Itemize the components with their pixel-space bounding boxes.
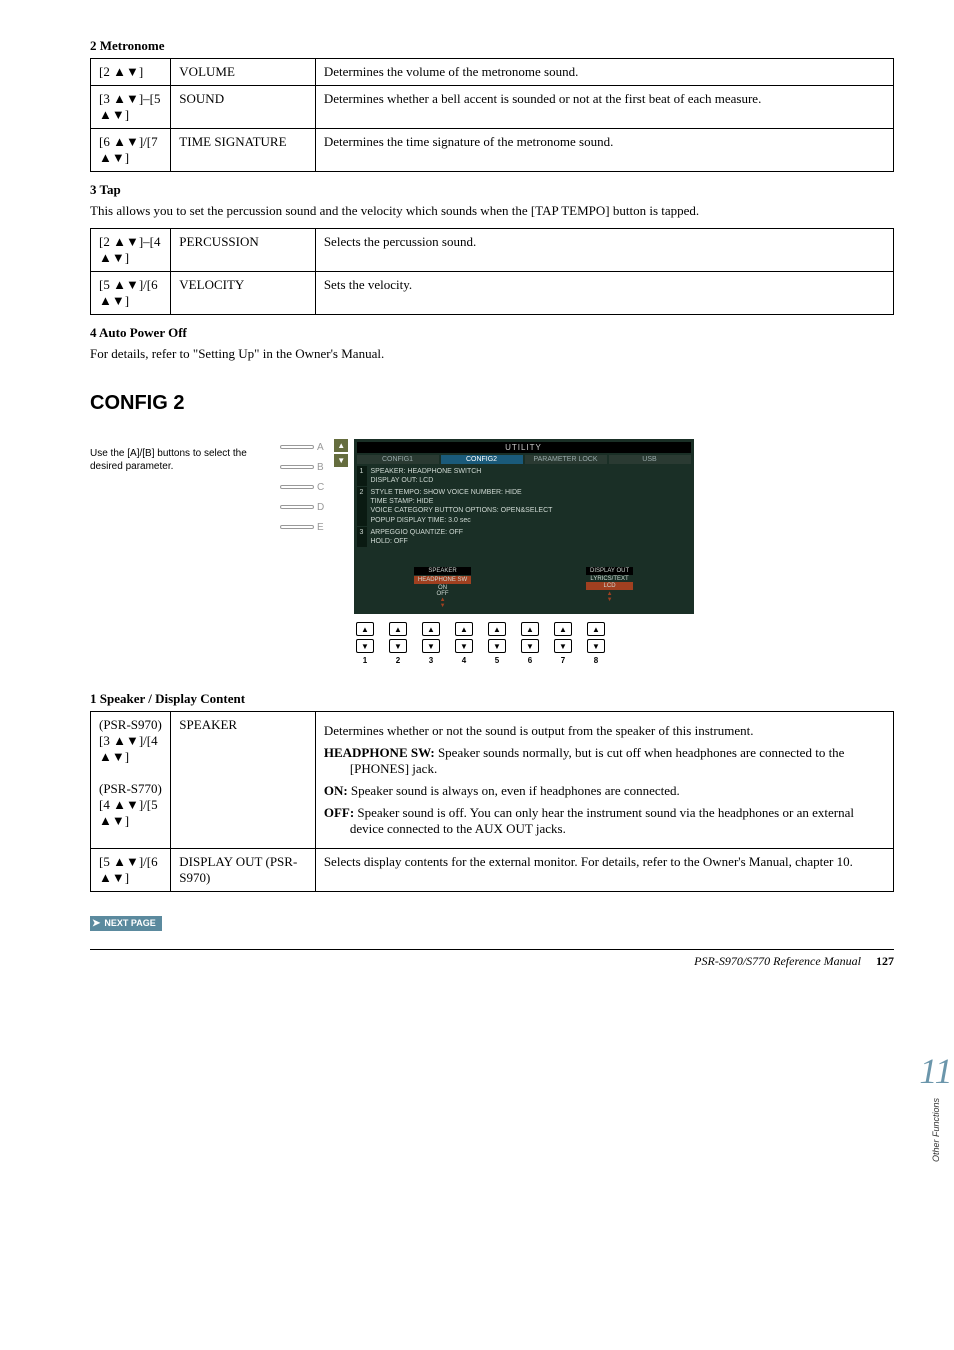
cell-keys: [5 ▲▼]/[6 ▲▼] [91,848,171,891]
cell-name: SOUND [171,86,316,129]
cell-keys: (PSR-S970) [3 ▲▼]/[4 ▲▼] (PSR-S770) [4 ▲… [91,711,171,848]
down-icon: ▼ [334,454,348,467]
footer-page: 127 [876,954,894,968]
down-icon: ▼ [488,639,506,653]
cell-name: DISPLAY OUT (PSR-S970) [171,848,316,891]
button-row: ▲ ▼ 1 ▲ ▼ 2 ▲ ▼ 3 ▲ ▼ 4 ▲ ▼ 5 ▲ ▼ 6 ▲ ▼ 7 ▲ ▼ 8 [356,622,694,665]
up-icon: ▲ [356,622,374,636]
cell-desc: Selects display contents for the externa… [315,848,893,891]
up-icon: ▲ [488,622,506,636]
lcd-rownum: 3 [357,527,367,547]
cell-desc: Sets the velocity. [315,271,893,314]
lcd-rowcontent: STYLE TEMPO: SHOW VOICE NUMBER: HIDE TIM… [369,487,691,525]
cell-name: VELOCITY [171,271,316,314]
cell-keys: [2 ▲▼] [91,59,171,86]
cell-desc: Determines whether a bell accent is soun… [315,86,893,129]
down-icon: ▼ [389,639,407,653]
page-footer: PSR-S970/S770 Reference Manual 127 [90,949,894,969]
config2-image: A B C D E ▲ ▼ UTILITY CONFIG1 CONFIG2 PA… [280,439,694,667]
up-icon: ▲ [389,622,407,636]
section-autopower-title: 4 Auto Power Off [90,325,894,341]
cell-keys: [3 ▲▼]–[5 ▲▼] [91,86,171,129]
speaker-intro: Determines whether or not the sound is o… [324,723,885,739]
letter-a: A [317,442,327,453]
cell-name: SPEAKER [171,711,316,848]
speaker-item: HEADPHONE SW: Speaker sounds normally, b… [324,745,885,777]
lcd-bottom-speaker: SPEAKER HEADPHONE SW ON OFF ▲▼ [414,567,471,609]
up-icon: ▲ [455,622,473,636]
down-icon: ▼ [356,639,374,653]
letter-e: E [317,522,327,533]
lcd-tab: USB [609,455,691,464]
letter-c: C [317,482,327,493]
cell-keys: [5 ▲▼]/[6 ▲▼] [91,271,171,314]
btn-num: 2 [389,656,407,665]
cell-name: VOLUME [171,59,316,86]
lcd-tab: PARAMETER LOCK [525,455,607,464]
letter-d: D [317,502,327,513]
tap-table: [2 ▲▼]–[4 ▲▼] PERCUSSION Selects the per… [90,228,894,315]
down-icon: ▼ [587,639,605,653]
up-icon: ▲ [334,439,348,452]
config2-heading: CONFIG 2 [90,392,894,415]
btn-num: 3 [422,656,440,665]
btn-num: 4 [455,656,473,665]
lcd-tab: CONFIG1 [357,455,439,464]
btn-num: 6 [521,656,539,665]
cell-keys: [6 ▲▼]/[7 ▲▼] [91,129,171,172]
config2-figure: Use the [A]/[B] buttons to select the de… [90,439,894,667]
down-icon: ▼ [422,639,440,653]
cell-desc: Selects the percussion sound. [315,228,893,271]
letter-b: B [317,462,327,473]
cell-name: PERCUSSION [171,228,316,271]
cell-name: TIME SIGNATURE [171,129,316,172]
config2-caption: Use the [A]/[B] buttons to select the de… [90,439,270,473]
cell-keys: [2 ▲▼]–[4 ▲▼] [91,228,171,271]
up-icon: ▲ [521,622,539,636]
section-tap-intro: This allows you to set the percussion so… [90,202,894,220]
section-metronome-title: 2 Metronome [90,38,894,54]
lcd-rowcontent: ARPEGGIO QUANTIZE: OFF HOLD: OFF [369,527,691,547]
cell-desc: Determines the time signature of the met… [315,129,893,172]
section-autopower-intro: For details, refer to "Setting Up" in th… [90,345,894,363]
metronome-table: [2 ▲▼] VOLUME Determines the volume of t… [90,58,894,172]
up-icon: ▲ [554,622,572,636]
next-page-label: NEXT PAGE [104,918,155,928]
down-icon: ▼ [554,639,572,653]
lcd-screen: UTILITY CONFIG1 CONFIG2 PARAMETER LOCK U… [354,439,694,614]
next-page-button[interactable]: ➤ NEXT PAGE [90,916,162,931]
side-tab: 11 Other Functions [918,1050,954,1166]
btn-num: 5 [488,656,506,665]
speaker-display-title: 1 Speaker / Display Content [90,691,894,707]
section-tap-title: 3 Tap [90,182,894,198]
lcd-rowcontent: SPEAKER: HEADPHONE SWITCH DISPLAY OUT: L… [369,466,691,486]
lcd-tab-active: CONFIG2 [441,455,523,464]
cell-desc: Determines whether or not the sound is o… [315,711,893,848]
chapter-label: Other Functions [931,1098,941,1162]
footer-model: PSR-S970/S770 Reference Manual [694,954,861,968]
up-icon: ▲ [422,622,440,636]
lcd-rownum: 2 [357,487,367,525]
speaker-item: ON: Speaker sound is always on, even if … [324,783,885,799]
up-icon: ▲ [587,622,605,636]
lcd-bottom-display: DISPLAY OUT LYRICS/TEXT LCD ▲▼ [586,567,633,609]
cell-desc: Determines the volume of the metronome s… [315,59,893,86]
btn-num: 8 [587,656,605,665]
down-icon: ▼ [455,639,473,653]
btn-num: 7 [554,656,572,665]
lcd-utility: UTILITY [357,442,691,453]
btn-num: 1 [356,656,374,665]
down-icon: ▼ [521,639,539,653]
speaker-display-table: (PSR-S970) [3 ▲▼]/[4 ▲▼] (PSR-S770) [4 ▲… [90,711,894,892]
chapter-number: 11 [918,1050,954,1092]
lcd-rownum: 1 [357,466,367,486]
speaker-item: OFF: Speaker sound is off. You can only … [324,805,885,837]
arrow-icon: ➤ [92,918,100,929]
